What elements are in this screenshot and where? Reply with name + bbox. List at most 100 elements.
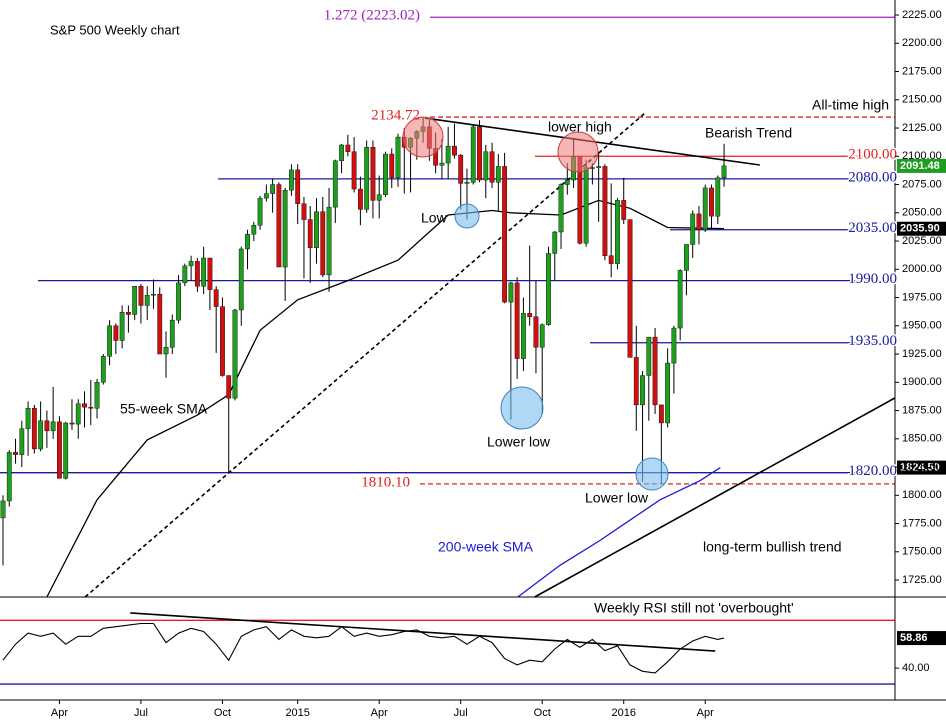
y-tick-label: 1925.00 [902,348,942,360]
candle-body [489,151,495,183]
candle-body [721,165,727,178]
candle-body [671,327,677,364]
candle-body [88,406,94,409]
candle-body [677,270,683,329]
candle-body [332,160,338,208]
candle-body [107,325,112,357]
value-marker [897,221,946,236]
candle-body [0,500,6,519]
x-tick-label: Jul [134,707,148,719]
x-tick-label: Apr [371,707,388,719]
x-tick-label: Apr [697,707,714,719]
candle-body [138,286,144,306]
candle-body [376,194,382,201]
candle-body [50,421,56,432]
annotation: Bearish Trend [705,125,792,141]
candle-body [702,187,708,230]
candle-body [621,200,627,220]
candle-body [602,166,608,256]
candle-body [389,153,395,178]
candle-body [119,312,125,341]
candle-body [470,126,476,183]
candle-body [13,452,18,455]
candle-body [69,422,75,425]
value-marker [897,631,946,646]
y-tick-label: 2000.00 [902,263,942,275]
under-layer [0,16,895,685]
x-tick-label: Apr [51,707,68,719]
y-tick-label: 1775.00 [902,517,942,529]
candle-body [564,179,570,185]
x-tick-label: Oct [214,707,231,719]
y-tick-label: 1825.00 [902,461,942,473]
moving-average-line [46,199,725,598]
candle-body [326,206,332,276]
candle-body [207,257,213,290]
candle-body [633,357,639,406]
candle-body [270,184,276,194]
candle-body [6,452,12,502]
trend-line [534,397,895,598]
candle-body [627,219,633,358]
candle-body [57,421,62,479]
candle-body [232,309,238,399]
candle-body [552,231,558,254]
candle-body [245,234,250,250]
trend-line [130,612,716,652]
y-tick-label: 1725.00 [902,574,942,586]
candle-body [583,167,589,244]
value-marker-label: 1824.50 [900,462,940,474]
candle-body [370,147,376,201]
candle-body [502,166,507,303]
candle-body [608,255,614,264]
candle-body [439,162,445,166]
level-label: 1.272 (2223.02) [324,8,420,24]
candle-body [289,169,294,191]
candle-body [696,213,702,230]
level-label: 1810.10 [361,474,410,490]
candle-body [652,336,658,406]
level-label: 2035.00 [848,220,897,236]
candle-body [339,144,344,162]
candle-body [383,153,388,195]
candle-body [201,257,207,287]
candle-body [251,225,257,235]
candle-body [665,362,671,424]
value-marker-label: 2035.90 [900,223,940,235]
y-tick-label: 2200.00 [902,37,942,49]
y-tick-label: 2050.00 [902,207,942,219]
trend-line [84,112,646,598]
annotation: Lower low [585,490,649,506]
candle-body [527,313,533,317]
annotation: Weekly RSI still not 'overbought' [594,600,794,616]
candle-body [483,151,489,181]
annotation: 55-week SMA [120,401,208,417]
marks-layer [0,112,895,674]
candle-body [301,203,307,220]
candle-body [320,211,326,276]
candle-body [75,403,81,425]
candle-body [533,316,539,348]
candle-body [514,282,520,359]
candle-body [658,404,664,424]
annotation: Low [421,210,448,226]
moving-average-line [517,467,721,598]
candle-body [464,182,470,184]
candle-body [44,420,50,432]
highlight-circle [557,131,599,173]
candle-body [226,375,232,399]
candle-body [452,145,457,156]
value-marker [897,158,946,173]
y-tick-label: 40.00 [902,662,930,674]
y-tick-label: 2075.00 [902,178,942,190]
candle-body [169,319,175,348]
candle-body [213,289,219,307]
y-tick-label: 1975.00 [902,291,942,303]
candle-body [25,408,31,429]
value-marker-label: 2091.48 [900,160,940,172]
candle-body [238,248,244,311]
annotation: 200-week SMA [438,539,534,555]
